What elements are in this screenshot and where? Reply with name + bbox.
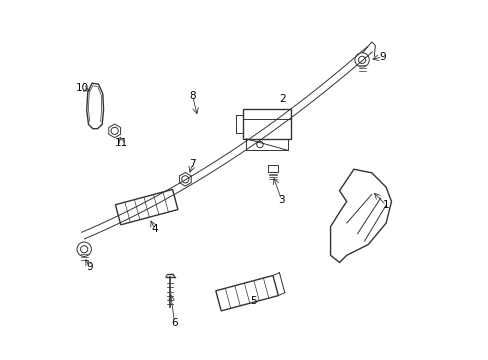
Text: 2: 2 [278, 94, 285, 104]
Text: 4: 4 [151, 225, 158, 234]
Text: 3: 3 [278, 195, 284, 205]
Text: 6: 6 [171, 318, 178, 328]
Text: 10: 10 [76, 83, 89, 93]
Text: 9: 9 [379, 52, 385, 62]
Bar [242, 109, 290, 139]
Bar [267, 165, 277, 172]
Text: 11: 11 [115, 138, 128, 148]
Text: 7: 7 [189, 159, 195, 169]
Text: 9: 9 [86, 262, 93, 272]
Text: 5: 5 [250, 296, 256, 306]
Text: 8: 8 [189, 91, 195, 101]
Text: 1: 1 [382, 200, 388, 210]
